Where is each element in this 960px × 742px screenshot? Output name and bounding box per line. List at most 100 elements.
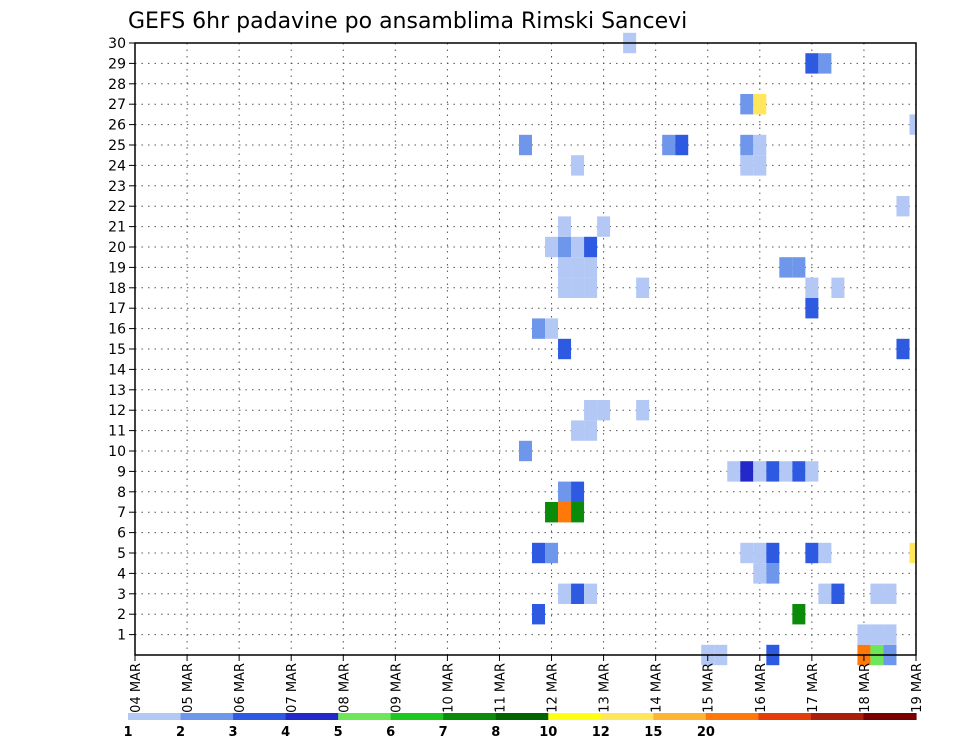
x-tick-label: 04 MAR xyxy=(129,663,144,713)
y-tick-label: 29 xyxy=(108,56,126,72)
precip-cell xyxy=(558,216,572,237)
legend-swatch xyxy=(338,713,392,720)
precip-cell xyxy=(805,277,819,298)
precip-cell xyxy=(584,420,598,441)
precip-cell xyxy=(740,134,754,156)
precip-cell xyxy=(571,502,585,523)
x-tick-label: 09 MAR xyxy=(389,663,404,713)
y-tick-label: 2 xyxy=(117,607,126,623)
legend-swatch xyxy=(863,713,917,720)
precip-cell xyxy=(558,481,572,502)
legend-label: 3 xyxy=(229,725,238,740)
y-tick-label: 12 xyxy=(108,403,126,419)
precip-cell xyxy=(558,502,572,523)
y-tick-label: 18 xyxy=(108,281,126,297)
precip-cell xyxy=(518,134,533,156)
legend-label: 2 xyxy=(176,725,185,740)
precip-cell xyxy=(675,134,689,156)
precip-cell xyxy=(870,583,884,604)
precip-cell xyxy=(831,583,845,604)
x-tick-label: 14 MAR xyxy=(650,663,665,713)
y-tick-label: 9 xyxy=(117,464,126,480)
legend-label: 20 xyxy=(697,725,715,740)
x-tick-label: 08 MAR xyxy=(337,663,352,713)
color-legend: 1 2 3 4 5 6 7 8 10 12 15 20 xyxy=(123,713,917,740)
y-tick-label: 30 xyxy=(108,36,126,52)
precip-cell xyxy=(597,216,611,237)
precip-cell xyxy=(584,277,598,298)
precip-cell xyxy=(636,400,650,421)
precip-cell xyxy=(818,583,832,604)
y-tick-label: 17 xyxy=(108,301,126,317)
precip-cell xyxy=(571,583,585,604)
precip-cell xyxy=(545,318,559,339)
precip-cell xyxy=(857,624,871,645)
precip-cell xyxy=(805,53,819,74)
legend-swatch xyxy=(495,713,549,720)
y-axis-labels: 1234567891011121314151617181920212223242… xyxy=(108,36,135,644)
precip-cell xyxy=(818,542,832,564)
precip-cell xyxy=(753,542,767,564)
legend-swatch xyxy=(758,713,812,720)
precip-cell xyxy=(792,257,806,278)
y-tick-label: 25 xyxy=(108,138,126,154)
precip-cell xyxy=(909,114,916,135)
legend-label: 6 xyxy=(386,725,395,740)
legend-swatch xyxy=(128,713,182,720)
y-tick-label: 26 xyxy=(108,118,126,134)
precip-cell xyxy=(805,298,819,319)
legend-swatch xyxy=(548,713,602,720)
precip-cell xyxy=(571,277,585,298)
precip-cell xyxy=(532,318,546,339)
precip-cell xyxy=(584,257,598,278)
precip-cell xyxy=(779,257,793,278)
precip-cell xyxy=(597,400,611,421)
x-tick-label: 19 MAR xyxy=(910,663,925,713)
legend-label: 7 xyxy=(439,725,448,740)
y-tick-label: 24 xyxy=(108,158,126,174)
precip-cell xyxy=(753,563,767,584)
x-tick-label: 18 MAR xyxy=(858,663,873,713)
precip-cell xyxy=(584,400,598,421)
y-tick-label: 20 xyxy=(108,240,126,256)
precip-cell xyxy=(558,277,572,298)
precip-cell xyxy=(753,461,767,482)
precip-cell xyxy=(870,624,884,645)
y-tick-label: 22 xyxy=(108,199,126,215)
precip-cell xyxy=(584,583,598,604)
legend-label: 4 xyxy=(281,725,290,740)
y-tick-label: 15 xyxy=(108,342,126,358)
y-tick-label: 6 xyxy=(117,526,126,542)
x-axis-labels: 04 MAR 05 MAR 06 MAR 07 MAR 08 MAR 09 MAR 10 M… xyxy=(129,655,925,713)
precip-cell xyxy=(753,94,767,115)
precip-cell xyxy=(584,236,598,258)
y-tick-label: 8 xyxy=(117,485,126,501)
legend-label: 12 xyxy=(592,725,610,740)
legend-swatch xyxy=(653,713,707,720)
precip-cell xyxy=(753,134,767,156)
precip-cell xyxy=(766,542,780,564)
y-tick-label: 14 xyxy=(108,362,126,378)
precip-cell xyxy=(532,542,546,564)
precip-cell xyxy=(909,542,916,564)
legend-label: 1 xyxy=(123,725,132,740)
x-tick-label: 06 MAR xyxy=(233,663,248,713)
precip-cell xyxy=(571,236,585,258)
y-tick-label: 10 xyxy=(108,444,126,460)
precip-cell xyxy=(545,236,559,258)
legend-swatch xyxy=(600,713,654,720)
y-tick-label: 19 xyxy=(108,260,126,276)
precip-cell xyxy=(532,604,546,625)
x-tick-label: 13 MAR xyxy=(598,663,613,713)
precip-cell xyxy=(571,155,585,176)
x-tick-label: 12 MAR xyxy=(546,663,561,713)
y-tick-label: 11 xyxy=(108,424,126,440)
precip-cell xyxy=(571,420,585,441)
y-tick-label: 7 xyxy=(117,505,126,521)
y-tick-label: 21 xyxy=(108,220,126,236)
precip-cell xyxy=(636,277,650,298)
x-tick-label: 10 MAR xyxy=(441,663,456,713)
legend-label: 10 xyxy=(539,725,557,740)
precip-cell xyxy=(766,461,780,482)
x-tick-label: 07 MAR xyxy=(285,663,300,713)
